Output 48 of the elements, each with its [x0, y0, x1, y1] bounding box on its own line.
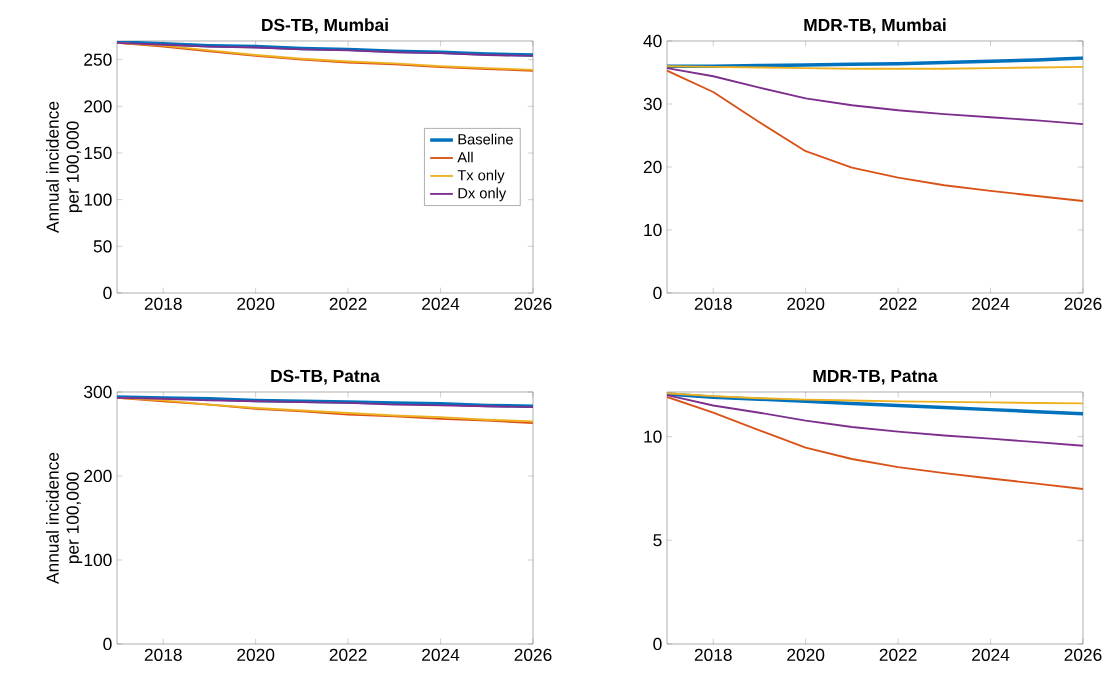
- x-tick-label: 2026: [514, 297, 552, 310]
- x-tick-label: 2020: [237, 297, 275, 310]
- y-tick-label: 300: [84, 385, 112, 399]
- y-tick-label: 40: [643, 34, 662, 48]
- x-tick-label: 2024: [972, 648, 1010, 661]
- legend-label: Tx only: [457, 169, 505, 184]
- y-tick-label: 200: [84, 100, 112, 113]
- legend-label: Dx only: [458, 187, 507, 202]
- x-tick-label: 2022: [879, 648, 917, 661]
- x-tick-label: 2026: [1064, 648, 1102, 661]
- x-tick-label: 2018: [694, 297, 732, 310]
- y-tick-label: 100: [84, 193, 112, 206]
- chart-title: DS-TB, Patna: [271, 369, 380, 385]
- chart-title: MDR-TB, Patna: [813, 370, 938, 385]
- y-tick-label: 20: [643, 160, 662, 174]
- legend-label: All: [457, 151, 473, 163]
- y-tick-label: 10: [644, 430, 662, 443]
- x-tick-label: 2020: [787, 297, 825, 310]
- y-tick-label: 250: [84, 53, 112, 66]
- x-tick-label: 2024: [972, 297, 1010, 310]
- y-axis-title: Annual incidence per 100,000: [46, 101, 83, 233]
- x-tick-label: 2018: [694, 648, 732, 661]
- chart-title: MDR-TB, Mumbai: [804, 18, 946, 34]
- chart-title: DS-TB, Mumbai: [262, 18, 388, 34]
- x-tick-label: 2024: [422, 297, 460, 310]
- y-tick-label: 0: [103, 286, 112, 300]
- x-tick-label: 2020: [787, 648, 825, 661]
- x-tick-label: 2026: [1064, 297, 1102, 310]
- legend-label: Baseline: [458, 133, 513, 145]
- y-tick-label: 150: [84, 146, 112, 160]
- y-tick-label: 30: [643, 97, 662, 111]
- x-tick-label: 2024: [422, 648, 460, 661]
- y-tick-label: 0: [653, 286, 662, 300]
- x-tick-label: 2020: [237, 648, 275, 661]
- x-tick-label: 2022: [329, 297, 367, 310]
- y-tick-label: 0: [103, 637, 112, 651]
- y-tick-label: 10: [644, 223, 662, 237]
- y-tick-label: 50: [93, 240, 112, 253]
- y-tick-label: 0: [653, 637, 662, 651]
- x-tick-label: 2018: [144, 648, 182, 661]
- y-tick-label: 5: [653, 534, 662, 547]
- y-tick-label: 100: [84, 553, 112, 567]
- x-tick-label: 2018: [144, 297, 182, 310]
- y-axis-title: Annual incidence per 100,000: [46, 452, 83, 584]
- y-tick-label: 200: [84, 469, 112, 483]
- x-tick-label: 2026: [514, 648, 552, 661]
- x-tick-label: 2022: [329, 648, 367, 661]
- x-tick-label: 2022: [879, 297, 917, 310]
